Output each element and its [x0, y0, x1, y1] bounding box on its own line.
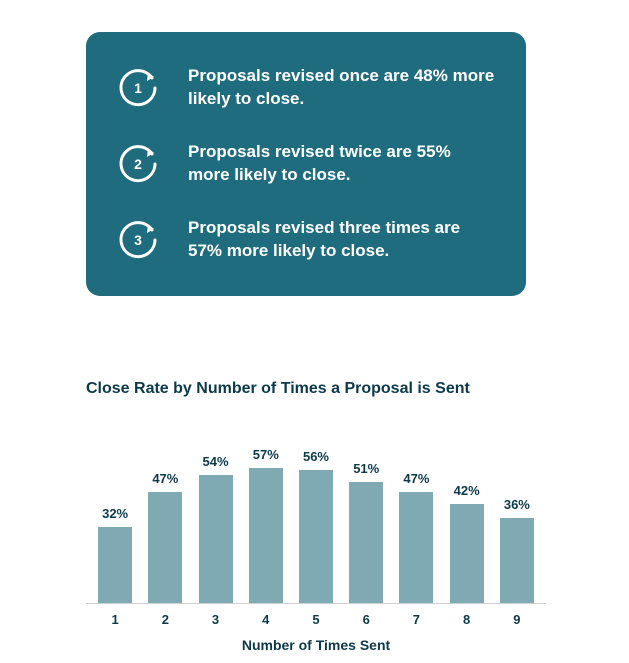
xaxis-label: Number of Times Sent	[86, 637, 546, 653]
xaxis-tick: 7	[391, 612, 441, 627]
bar	[98, 527, 132, 603]
bar	[450, 504, 484, 603]
bar	[500, 518, 534, 603]
info-text: Proposals revised once are 48% more like…	[188, 65, 496, 111]
bar-value-label: 54%	[203, 454, 229, 469]
bar	[349, 482, 383, 603]
info-card: 1 Proposals revised once are 48% more lik…	[86, 32, 526, 296]
bar-value-label: 36%	[504, 497, 530, 512]
bar-column: 32%	[90, 506, 140, 603]
xaxis-tick: 2	[140, 612, 190, 627]
xaxis-tick: 6	[341, 612, 391, 627]
xaxis-tick: 1	[90, 612, 140, 627]
info-text: Proposals revised twice are 55% more lik…	[188, 141, 496, 187]
bar-value-label: 47%	[403, 471, 429, 486]
bar-column: 47%	[140, 471, 190, 603]
bar-value-label: 42%	[454, 483, 480, 498]
bar-value-label: 32%	[102, 506, 128, 521]
bar-column: 57%	[241, 447, 291, 603]
chart-title: Close Rate by Number of Times a Proposal…	[86, 380, 546, 398]
bar-value-label: 56%	[303, 449, 329, 464]
bar	[148, 492, 182, 603]
revision-cycle-icon: 1	[110, 60, 166, 116]
xaxis-tick: 4	[241, 612, 291, 627]
bar	[249, 468, 283, 603]
info-text: Proposals revised three times are 57% mo…	[188, 217, 496, 263]
bar-column: 56%	[291, 449, 341, 603]
bar-value-label: 51%	[353, 461, 379, 476]
bar	[399, 492, 433, 603]
bar-value-label: 47%	[152, 471, 178, 486]
bars-container: 32% 47% 54% 57% 56% 51% 47% 42% 36%	[86, 434, 546, 604]
bar-column: 36%	[492, 497, 542, 603]
svg-text:1: 1	[134, 80, 142, 96]
xaxis-tick: 9	[492, 612, 542, 627]
xaxis-ticks: 123456789	[86, 604, 546, 627]
bar	[299, 470, 333, 603]
bar	[199, 475, 233, 603]
xaxis-tick: 5	[291, 612, 341, 627]
bar-column: 47%	[391, 471, 441, 603]
info-row: 3 Proposals revised three times are 57% m…	[110, 212, 496, 268]
xaxis-tick: 3	[190, 612, 240, 627]
revision-cycle-icon: 3	[110, 212, 166, 268]
svg-text:3: 3	[134, 232, 142, 248]
xaxis-tick: 8	[442, 612, 492, 627]
bar-value-label: 57%	[253, 447, 279, 462]
bar-column: 42%	[442, 483, 492, 603]
close-rate-chart: Close Rate by Number of Times a Proposal…	[86, 380, 546, 653]
bar-column: 54%	[190, 454, 240, 603]
bar-column: 51%	[341, 461, 391, 603]
info-row: 2 Proposals revised twice are 55% more li…	[110, 136, 496, 192]
revision-cycle-icon: 2	[110, 136, 166, 192]
info-row: 1 Proposals revised once are 48% more lik…	[110, 60, 496, 116]
svg-text:2: 2	[134, 156, 142, 172]
